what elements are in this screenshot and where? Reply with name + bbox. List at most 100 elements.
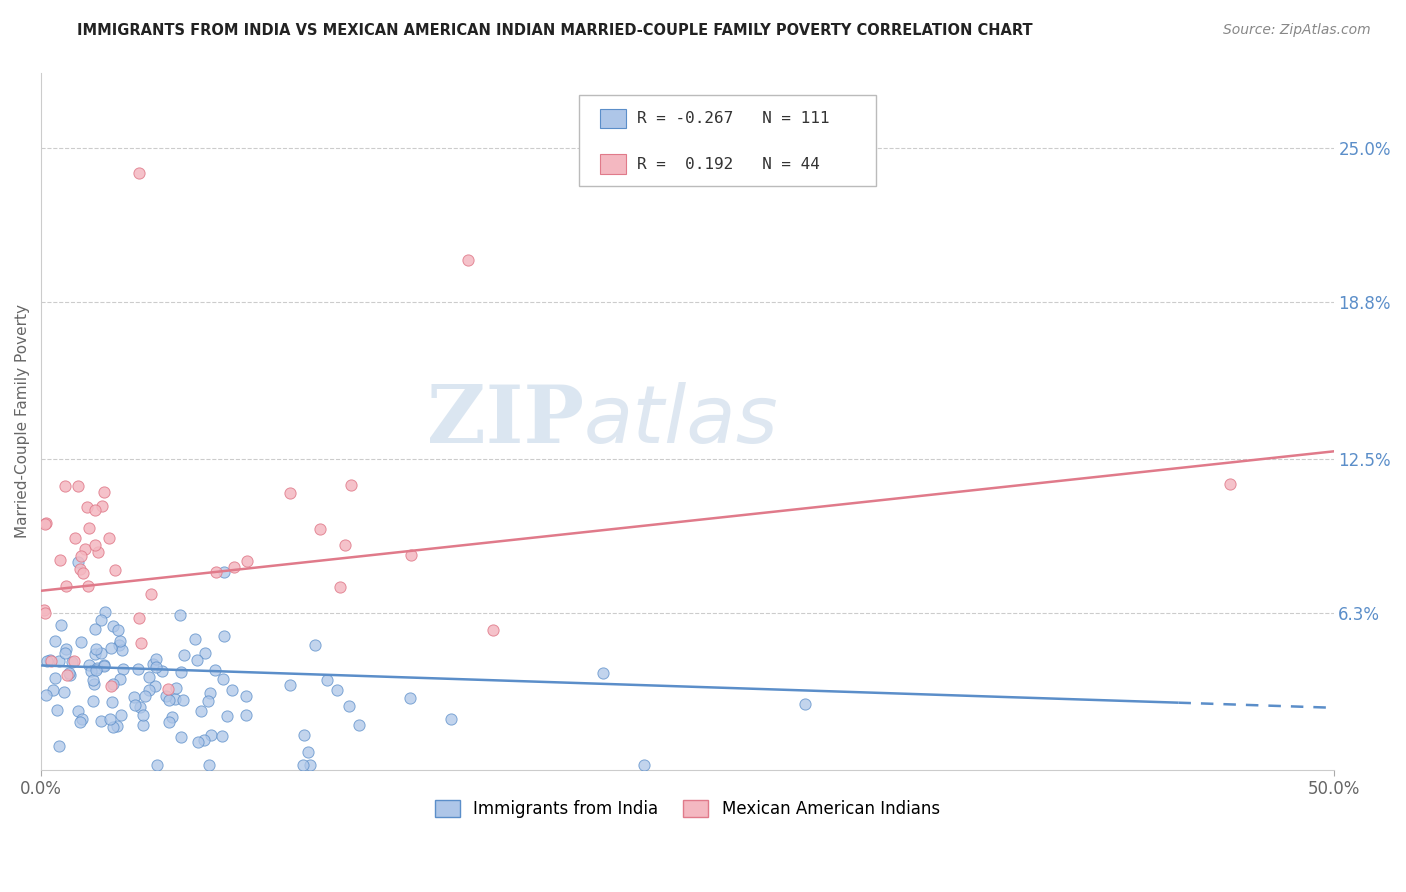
Point	[333, 538, 356, 552]
Point	[187, 735, 209, 749]
Point	[84, 642, 107, 657]
Point	[169, 608, 191, 623]
Point	[145, 660, 167, 674]
Point	[155, 690, 177, 704]
Point	[236, 553, 259, 567]
Point	[48, 654, 70, 668]
Point	[46, 703, 69, 717]
Point	[143, 679, 166, 693]
Point	[482, 624, 505, 638]
Point	[173, 648, 195, 663]
Point	[39, 654, 62, 668]
Point	[76, 579, 98, 593]
Point	[69, 714, 91, 729]
Point	[72, 566, 94, 580]
Point	[165, 691, 187, 706]
Point	[169, 730, 191, 744]
Point	[170, 665, 193, 679]
Point	[278, 486, 301, 500]
Point	[86, 661, 108, 675]
Point	[292, 728, 315, 742]
Point	[215, 709, 238, 723]
Text: atlas: atlas	[583, 383, 779, 460]
Point	[98, 531, 121, 545]
Point	[162, 709, 184, 723]
Point	[194, 646, 217, 660]
Point	[77, 521, 100, 535]
Point	[108, 633, 131, 648]
Point	[157, 693, 180, 707]
Point	[211, 729, 233, 743]
Point	[440, 712, 463, 726]
Point	[172, 693, 194, 707]
Point	[198, 685, 221, 699]
Point	[292, 758, 315, 772]
Point	[157, 681, 180, 696]
Point	[193, 732, 215, 747]
Point	[337, 699, 360, 714]
Point	[48, 739, 70, 753]
Point	[349, 718, 371, 732]
Point	[44, 671, 66, 685]
Point	[75, 541, 97, 556]
Point	[235, 708, 257, 723]
Point	[141, 587, 163, 601]
Point	[129, 699, 152, 714]
Point	[297, 745, 319, 759]
Point	[35, 689, 58, 703]
Point	[186, 653, 208, 667]
Point	[235, 690, 257, 704]
Point	[77, 658, 100, 673]
Point	[49, 553, 72, 567]
Point	[55, 580, 77, 594]
Point	[84, 538, 107, 552]
Point	[93, 658, 115, 673]
Point	[76, 500, 98, 514]
Point	[138, 670, 160, 684]
Point	[205, 565, 228, 579]
Point	[103, 619, 125, 633]
Point	[138, 682, 160, 697]
Point	[197, 758, 219, 772]
Point	[70, 712, 93, 726]
Point	[60, 655, 83, 669]
Point	[142, 657, 165, 671]
Point	[55, 668, 77, 682]
Point	[128, 165, 150, 179]
Point	[278, 677, 301, 691]
Point	[134, 689, 156, 703]
Point	[63, 531, 86, 545]
Point	[197, 694, 219, 708]
Point	[69, 635, 91, 649]
Point	[204, 663, 226, 677]
Point	[66, 555, 89, 569]
Point	[101, 695, 124, 709]
Point	[212, 565, 235, 579]
Point	[108, 672, 131, 686]
Point	[124, 698, 146, 713]
Text: R =  0.192   N = 44: R = 0.192 N = 44	[637, 157, 820, 171]
Point	[592, 665, 614, 680]
Point	[146, 758, 169, 772]
Point	[82, 673, 104, 687]
Point	[90, 613, 112, 627]
Point	[457, 252, 479, 267]
Point	[93, 657, 115, 672]
Point	[224, 560, 246, 574]
Text: Source: ZipAtlas.com: Source: ZipAtlas.com	[1223, 23, 1371, 37]
Point	[214, 629, 236, 643]
Point	[128, 611, 150, 625]
Point	[111, 643, 134, 657]
Point	[105, 719, 128, 733]
Point	[55, 642, 77, 657]
Point	[84, 647, 107, 661]
Point	[299, 758, 322, 772]
Point	[34, 516, 56, 531]
Point	[82, 694, 104, 708]
Point	[100, 679, 122, 693]
Point	[35, 516, 58, 530]
Point	[84, 502, 107, 516]
Point	[38, 652, 60, 666]
Point	[633, 758, 655, 772]
Point	[329, 580, 352, 594]
